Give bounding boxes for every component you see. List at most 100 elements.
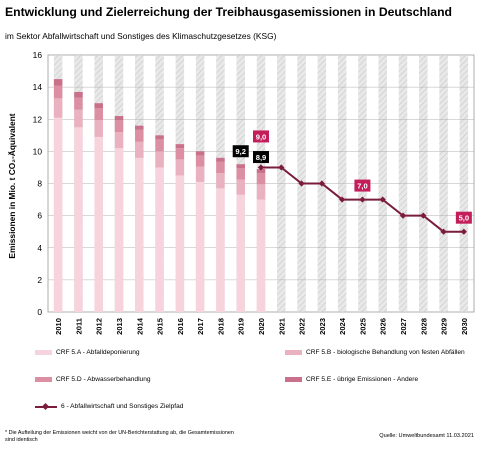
legend-label-crf-5e: CRF 5.E - übrige Emissionen - Andere: [306, 376, 419, 383]
y-tick-label: 8: [37, 179, 42, 189]
y-tick-label: 12: [33, 114, 43, 124]
emissions-chart: 0 2 4 6 8 10 12 14 16 2010 2011 2012 2013 2014 2015 201…: [33, 50, 475, 335]
bar-segment: [114, 120, 124, 133]
x-tick-label: 2023: [318, 318, 327, 335]
bar-segment: [216, 161, 225, 174]
bar-segment: [135, 141, 144, 158]
bar-segment: [175, 175, 185, 312]
value-label: 7,0: [357, 182, 368, 191]
y-tick-label: 0: [37, 307, 42, 317]
footnote: * Die Aufteilung der Emissionen weicht v…: [5, 430, 234, 443]
x-tick-label: 2011: [74, 317, 83, 334]
bar-segment: [155, 139, 164, 152]
x-tick-label: 2024: [338, 317, 347, 335]
legend-item-crf-5b: CRF 5.B - biologische Behandlung von fes…: [285, 349, 465, 356]
x-tick-label: 2030: [460, 318, 469, 335]
x-tick-label: 2010: [54, 318, 63, 335]
bar-segment: [256, 199, 266, 312]
legend-item-crf-5e: CRF 5.E - übrige Emissionen - Andere: [285, 376, 418, 383]
bar-segment: [94, 103, 103, 109]
x-tick-label: 2017: [196, 318, 205, 335]
bar-segment: [94, 108, 103, 121]
bar-segment: [155, 151, 164, 168]
x-tick-label: 2016: [176, 318, 185, 335]
legend-label-crf-5b: CRF 5.B - biologische Behandlung von fes…: [306, 349, 465, 356]
bar-segment: [114, 148, 124, 312]
bar-segment: [74, 91, 83, 98]
x-tick-label: 2026: [379, 318, 388, 335]
value-label: 5,0: [459, 214, 470, 223]
legend-label-target-path: 6 - Abfallwirtschaft und Sonstiges Zielp…: [61, 403, 184, 410]
bar-segment: [256, 169, 266, 174]
x-tick-label: 2012: [95, 318, 104, 335]
y-tick-label: 16: [33, 50, 43, 60]
x-tick-label: 2013: [115, 318, 124, 335]
x-tick-label: 2021: [277, 317, 286, 335]
x-tick-label: 2022: [298, 318, 307, 335]
x-tick-label: 2018: [216, 318, 225, 335]
legend-line-icon: [35, 404, 57, 410]
bar-segment: [236, 164, 245, 169]
bar-segment: [53, 85, 63, 99]
bar-segment: [74, 127, 83, 312]
bar-segment: [155, 135, 164, 140]
plot-area: 0 2 4 6 8 10 12 14 16 2010 2011 2012 2013 2014 2015 201…: [33, 50, 475, 335]
bar-segment: [135, 129, 144, 142]
bar-segment: [53, 117, 63, 312]
y-tick-label: 2: [37, 275, 42, 285]
source-note: Quelle: Umweltbundesamt 11.03.2021: [379, 433, 474, 439]
x-tick-label: 2019: [237, 318, 246, 335]
y-tick-label: 6: [37, 211, 42, 221]
value-label-box: [253, 130, 269, 143]
bar-segment: [135, 125, 144, 130]
bar-segment: [53, 98, 63, 118]
bar-segment: [195, 151, 205, 156]
legend-item-crf-5d: CRF 5.D - Abwasserbehandlung: [35, 376, 151, 383]
x-tick-label: 2025: [358, 317, 367, 335]
x-tick-label: 2014: [135, 317, 144, 335]
x-tick-label: 2020: [257, 318, 266, 335]
x-tick-label: 2028: [419, 318, 428, 335]
bar-segment: [94, 120, 103, 137]
bar-segment: [195, 166, 205, 182]
bar-segment: [175, 148, 185, 160]
legend-swatch-crf-5d: [35, 377, 52, 382]
legend: CRF 5.A - Abfalldeponierung CRF 5.B - bi…: [35, 345, 475, 425]
x-tick-label: 2029: [440, 318, 449, 335]
legend-label-crf-5d: CRF 5.D - Abwasserbehandlung: [56, 376, 151, 383]
value-label-box: [455, 211, 472, 224]
value-label-box: [354, 179, 371, 192]
bar-segment: [175, 144, 185, 149]
bar-segment: [175, 159, 185, 176]
legend-swatch-crf-5e: [285, 377, 302, 382]
value-label-box: [253, 151, 269, 164]
bar-segment: [256, 184, 266, 200]
bar-segment: [94, 136, 103, 312]
bar-segment: [216, 188, 225, 312]
bar-segment: [236, 194, 245, 312]
y-tick-label: 4: [37, 243, 42, 253]
x-tick-label: 2027: [399, 318, 408, 335]
bar-segment: [114, 116, 124, 121]
bar-segment: [53, 79, 63, 86]
value-label: 9,2: [235, 147, 246, 156]
bar-segment: [114, 132, 124, 149]
legend-item-crf-5a: CRF 5.A - Abfalldeponierung: [35, 349, 140, 356]
bar-segment: [216, 173, 225, 189]
bar-segment: [74, 97, 83, 110]
y-tick-label: 10: [33, 146, 43, 156]
legend-swatch-crf-5b: [285, 350, 302, 355]
bar-segment: [236, 179, 245, 195]
bar-segment: [74, 109, 83, 128]
chart-title: Entwicklung und Zielerreichung der Treib…: [5, 5, 452, 19]
value-label-box: [232, 145, 249, 158]
legend-swatch-crf-5a: [35, 350, 52, 355]
chart-subtitle: im Sektor Abfallwirtschaft und Sonstiges…: [5, 31, 277, 41]
bar-segment: [256, 173, 266, 185]
x-tick-label: 2015: [156, 317, 165, 335]
legend-item-target-path: 6 - Abfallwirtschaft und Sonstiges Zielp…: [35, 403, 183, 410]
bar-segment: [155, 167, 164, 312]
legend-label-crf-5a: CRF 5.A - Abfalldeponierung: [56, 349, 140, 356]
bar-segment: [236, 168, 245, 180]
bar-segment: [195, 155, 205, 167]
